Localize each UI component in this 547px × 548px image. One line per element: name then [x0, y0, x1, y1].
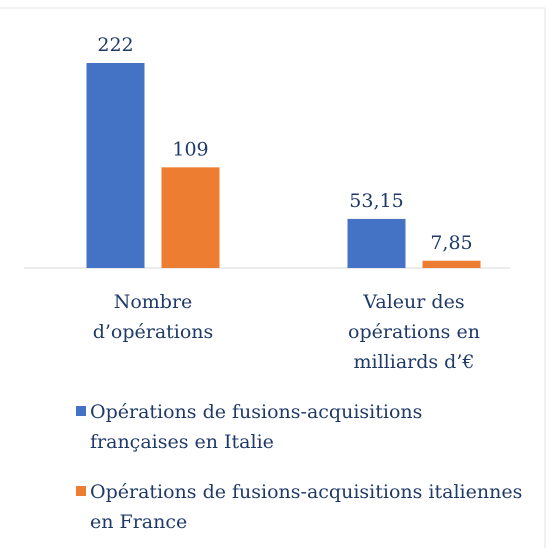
bar [422, 260, 481, 268]
legend-swatch [76, 486, 86, 496]
data-label: 53,15 [349, 190, 403, 212]
legend-label: Opérations de fusions-acquisitions itali… [90, 481, 522, 533]
legend-label: Opérations de fusions-acquisitions frança… [90, 401, 422, 453]
data-label: 109 [172, 138, 208, 160]
bar [86, 63, 145, 268]
x-tick-label: Nombre d’opérations [93, 291, 214, 343]
bar [161, 167, 220, 268]
legend-swatch [76, 406, 86, 416]
x-tick-label: Valeur des opérations en milliards d’€ [348, 291, 480, 373]
data-label: 7,85 [430, 232, 472, 254]
data-label: 222 [97, 34, 133, 56]
bar [347, 218, 406, 268]
